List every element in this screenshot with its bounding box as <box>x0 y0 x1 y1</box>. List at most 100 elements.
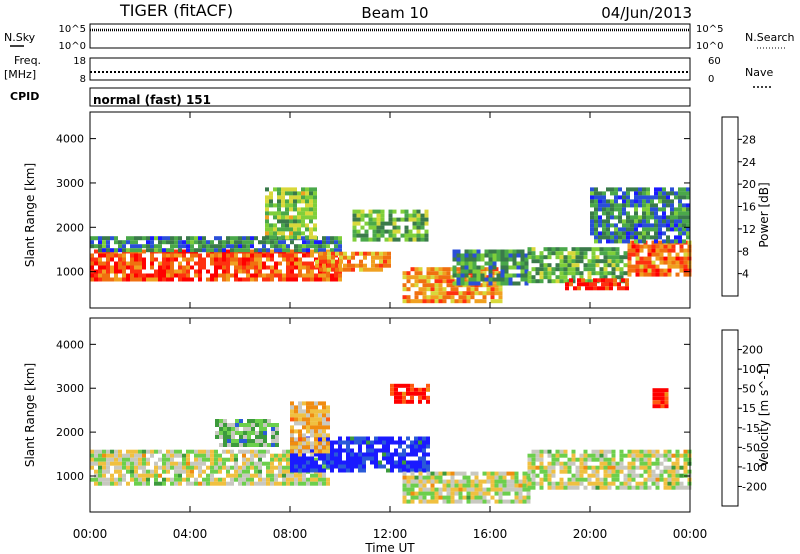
heatmap-cell <box>602 235 606 240</box>
heatmap-cell <box>390 464 394 469</box>
heatmap-cell <box>614 227 618 232</box>
heatmap-cell <box>565 282 569 287</box>
heatmap-cell <box>289 191 293 196</box>
heatmap-cell <box>472 265 477 270</box>
heatmap-cell <box>462 483 467 488</box>
heatmap-cell <box>651 449 656 454</box>
heatmap-cell <box>278 465 282 470</box>
heatmap-cell <box>263 443 267 447</box>
heatmap-cell <box>462 291 467 296</box>
heatmap-cell <box>289 203 293 208</box>
heatmap-cell <box>226 253 230 258</box>
heatmap-cell <box>154 273 158 278</box>
heatmap-cell <box>426 491 431 496</box>
heatmap-cell <box>666 235 670 240</box>
heatmap-cell <box>618 215 622 220</box>
colorbar-tick-label: 16 <box>742 201 756 214</box>
heatmap-cell <box>326 244 330 249</box>
heatmap-cell <box>202 449 206 454</box>
heatmap-cell <box>508 277 513 282</box>
heatmap-cell <box>265 199 269 204</box>
heatmap-cell <box>294 441 298 446</box>
heatmap-cell <box>298 409 302 414</box>
heatmap-cell <box>634 207 638 212</box>
heatmap-cell <box>309 219 313 224</box>
heatmap-cell <box>619 453 624 458</box>
heatmap-cell <box>246 277 250 282</box>
heatmap-cell <box>186 473 190 478</box>
heatmap-cell <box>273 227 277 232</box>
heatmap-cell <box>492 265 497 270</box>
heatmap-cell <box>158 473 162 478</box>
heatmap-cell <box>618 231 622 236</box>
heatmap-cell <box>646 207 650 212</box>
heatmap-cell <box>380 213 385 218</box>
heatmap-cell <box>214 273 218 278</box>
heatmap-cell <box>603 469 608 474</box>
heatmap-cell <box>382 436 386 441</box>
heatmap-cell <box>174 269 178 274</box>
heatmap-cell <box>450 279 455 284</box>
heatmap-cell <box>122 465 126 470</box>
heatmap-cell <box>663 272 668 277</box>
heatmap-cell <box>286 273 290 278</box>
heatmap-cell <box>134 481 138 486</box>
heatmap-cell <box>452 249 457 254</box>
heatmap-cell <box>376 217 381 222</box>
heatmap-cell <box>242 261 246 266</box>
heatmap-cell <box>286 481 290 486</box>
heatmap-cell <box>575 251 580 256</box>
heatmap-cell <box>174 236 178 241</box>
heatmap-cell <box>314 473 318 478</box>
heatmap-cell <box>226 236 230 241</box>
heatmap-cell <box>380 217 385 222</box>
heatmap-cell <box>242 244 246 249</box>
heatmap-cell <box>242 277 246 282</box>
heatmap-cell <box>334 277 338 282</box>
heatmap-cell <box>599 485 604 490</box>
heatmap-cell <box>346 448 350 453</box>
heatmap-cell <box>470 295 475 300</box>
heatmap-cell <box>285 219 289 224</box>
heatmap-cell <box>278 453 282 458</box>
heatmap-cell <box>306 409 310 414</box>
heatmap-cell <box>551 453 556 458</box>
heatmap-cell <box>94 257 98 262</box>
heatmap-cell <box>362 436 366 441</box>
heatmap-cell <box>539 453 544 458</box>
heatmap-cell <box>278 461 282 466</box>
heatmap-cell <box>655 272 660 277</box>
heatmap-cell <box>655 465 660 470</box>
heatmap-cell <box>506 471 511 476</box>
heatmap-cell <box>679 481 684 486</box>
heatmap-cell <box>297 227 301 232</box>
heatmap-cell <box>354 440 358 445</box>
heatmap-cell <box>664 396 669 401</box>
heatmap-cell <box>404 209 409 214</box>
heatmap-cell <box>567 469 572 474</box>
heatmap-cell <box>376 237 381 242</box>
heatmap-cell <box>302 473 306 478</box>
heatmap-cell <box>635 453 640 458</box>
heatmap-cell <box>174 469 178 474</box>
heatmap-cell <box>638 219 642 224</box>
heatmap-cell <box>651 481 656 486</box>
heatmap-cell <box>254 277 258 282</box>
heatmap-cell <box>639 465 644 470</box>
heatmap-cell <box>326 441 330 446</box>
heatmap-cell <box>434 295 439 300</box>
heatmap-cell <box>571 461 576 466</box>
heatmap-cell <box>126 457 130 462</box>
heatmap-cell <box>290 240 294 245</box>
heatmap-cell <box>400 233 405 238</box>
heatmap-cell <box>388 213 393 218</box>
heatmap-cell <box>281 203 285 208</box>
heatmap-cell <box>460 281 465 286</box>
heatmap-cell <box>571 251 576 256</box>
heatmap-cell <box>656 388 661 393</box>
heatmap-cell <box>90 261 94 266</box>
heatmap-cell <box>646 215 650 220</box>
heatmap-cell <box>242 473 246 478</box>
heatmap-cell <box>278 248 282 253</box>
heatmap-cell <box>412 217 417 222</box>
